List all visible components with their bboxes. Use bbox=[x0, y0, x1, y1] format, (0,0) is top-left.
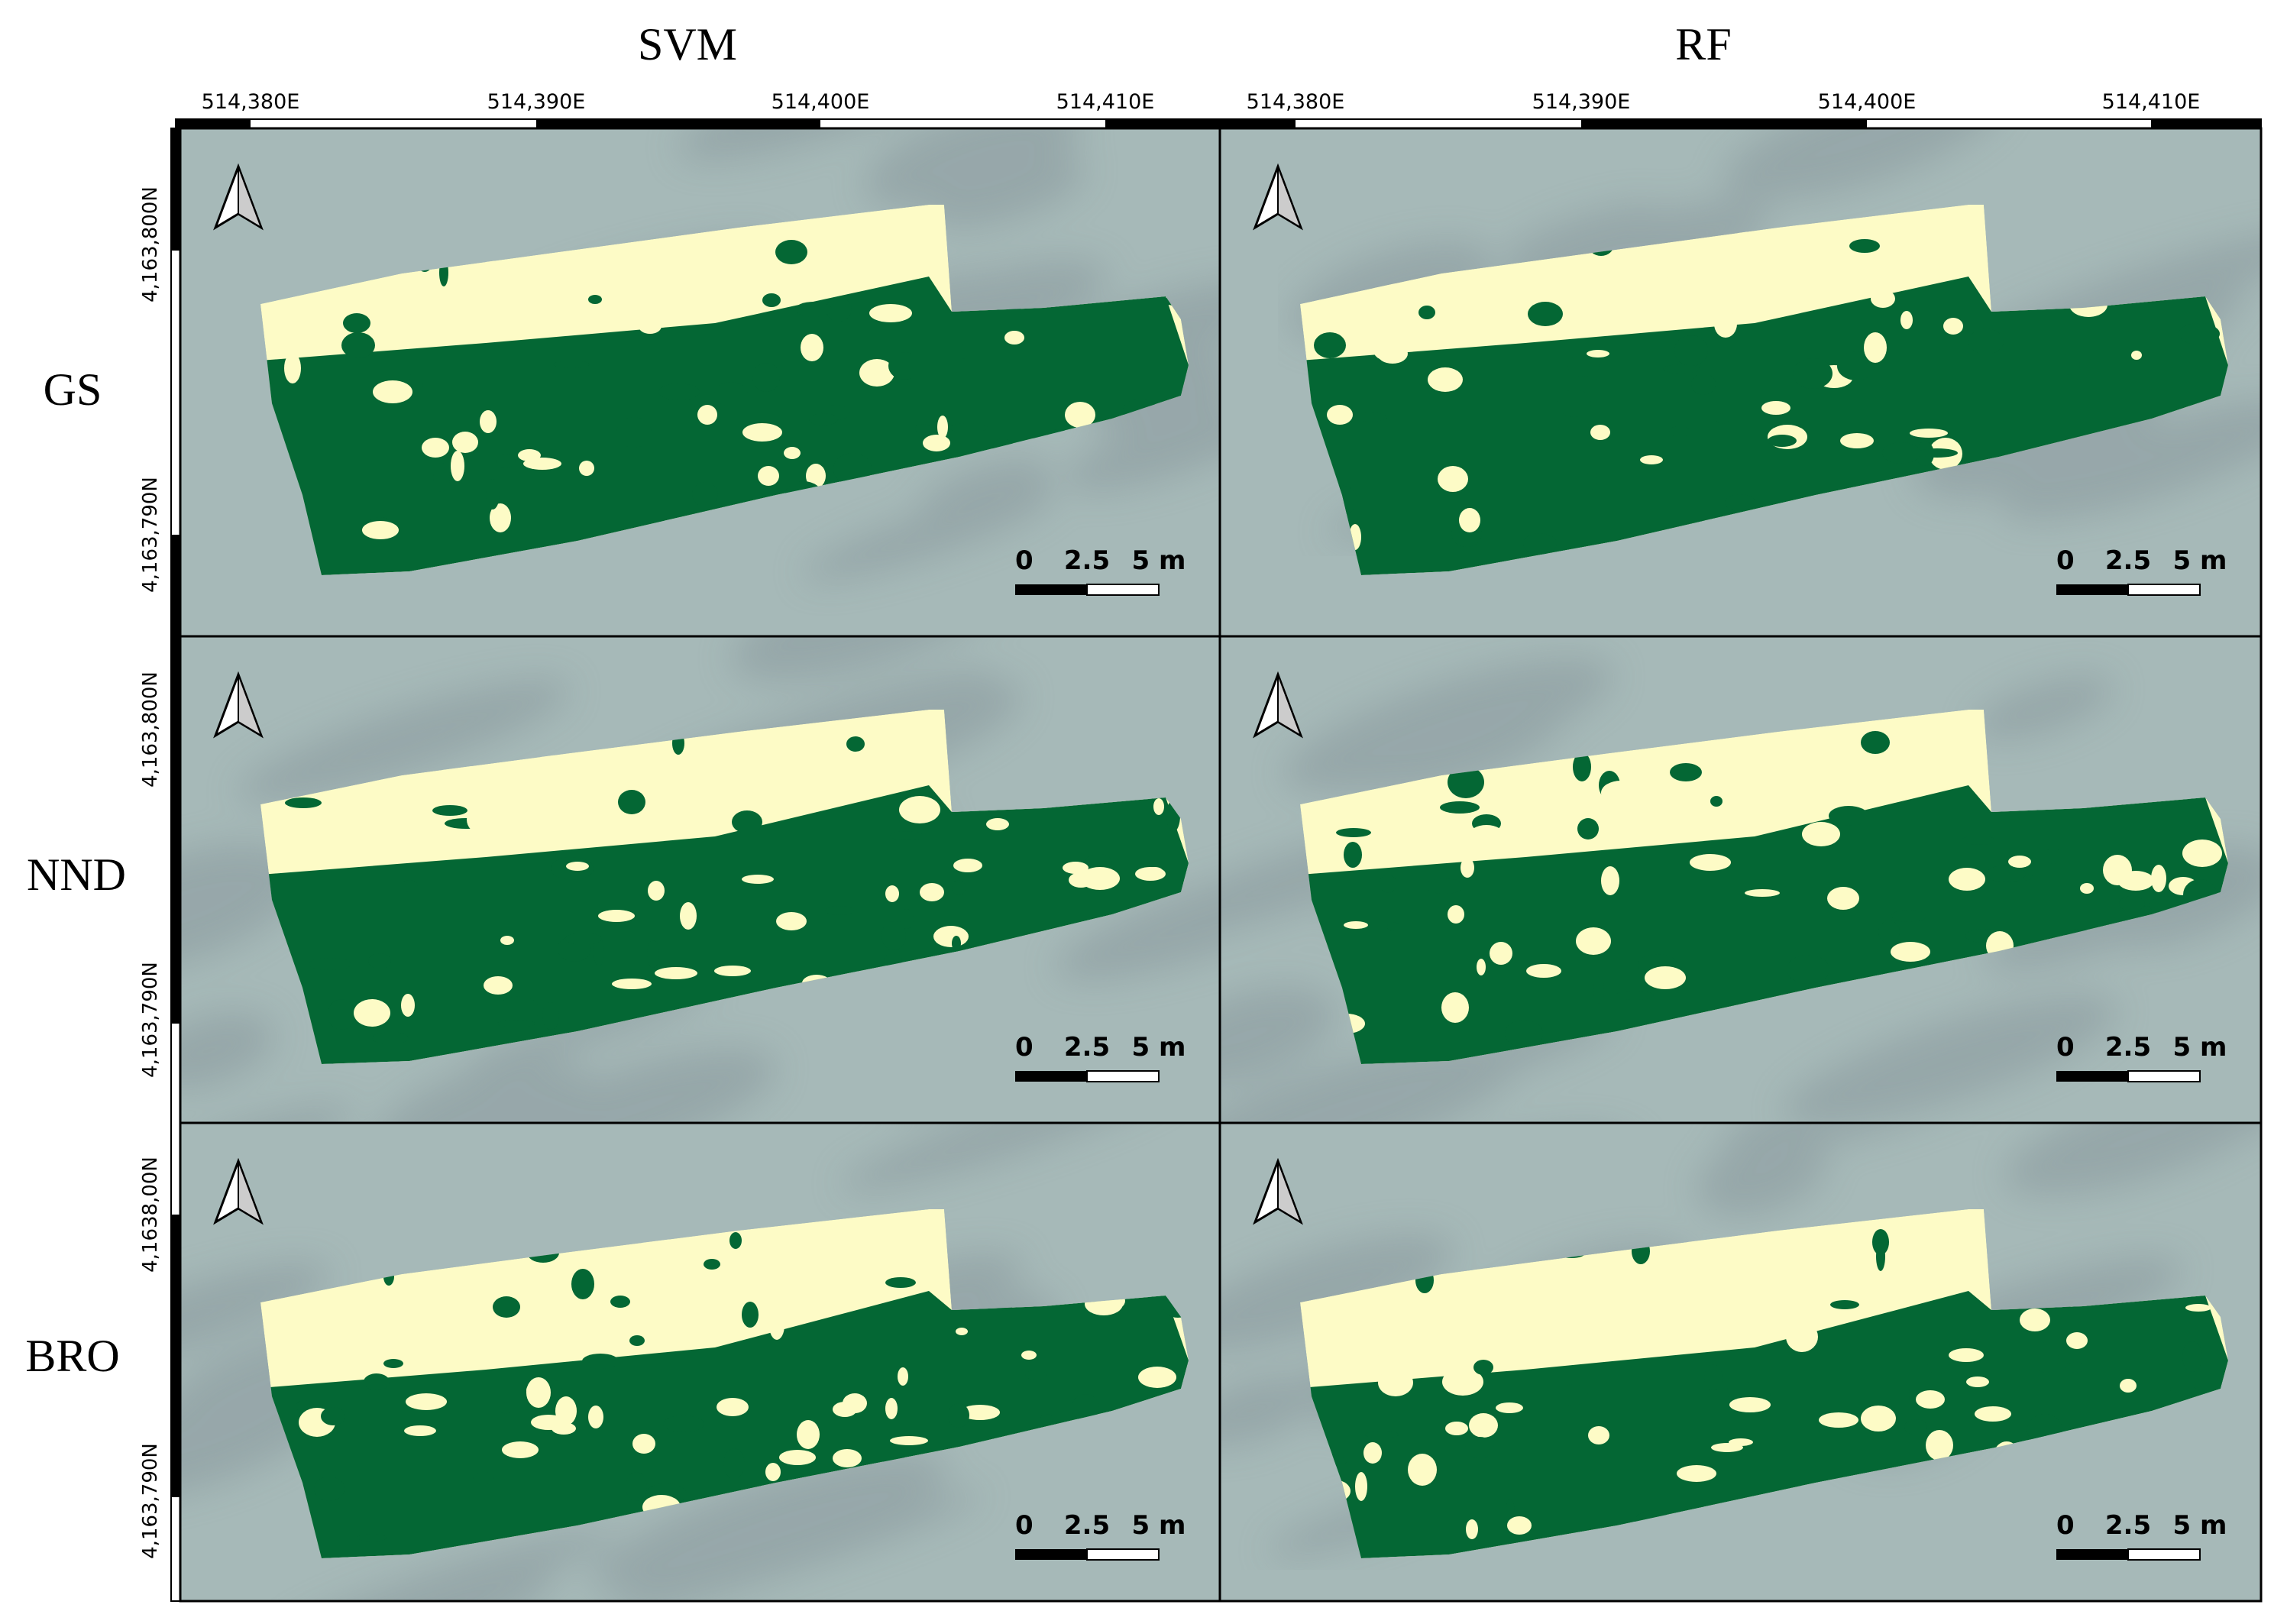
class-ground bbox=[260, 785, 1189, 1064]
scale-bar-label: 0 bbox=[2056, 1032, 2075, 1063]
class-ground bbox=[1300, 1291, 2228, 1558]
x-tick-label: 514,380E bbox=[1247, 90, 1345, 114]
column-title-rf: RF bbox=[1675, 19, 1731, 70]
map-panel-rf-gs: 0 2.5 5 m bbox=[1218, 127, 2263, 638]
classification-field bbox=[1300, 710, 2228, 1064]
row-label-gs: GS bbox=[44, 364, 102, 415]
map-panel-svm-bro: 0 2.5 5 m bbox=[179, 1121, 1221, 1603]
left-coordinate-bar bbox=[170, 128, 181, 1602]
scale-bar-label: 0 bbox=[2056, 1510, 2075, 1541]
scale-bar-label: 5 m bbox=[2173, 1510, 2227, 1541]
north-arrow-icon bbox=[213, 163, 264, 231]
scale-bar-label: 0 bbox=[2056, 545, 2075, 576]
class-ground bbox=[260, 1291, 1189, 1558]
x-tick-label: 514,400E bbox=[1818, 90, 1917, 114]
north-arrow-icon bbox=[213, 1157, 264, 1225]
north-arrow-icon bbox=[213, 671, 264, 739]
scale-bar: 0 2.5 5 m bbox=[2056, 1032, 2227, 1082]
x-tick-label: 514,380E bbox=[202, 90, 300, 114]
scale-bar-label: 2.5 bbox=[1064, 1032, 1110, 1063]
scale-bar-label: 5 m bbox=[2173, 545, 2227, 576]
scale-bar-label: 2.5 bbox=[1064, 1510, 1110, 1541]
y-tick-label: 4,163,800N bbox=[139, 671, 162, 788]
panel-frame bbox=[1218, 1121, 2263, 1603]
x-tick-label: 514,390E bbox=[487, 90, 586, 114]
row-label-bro: BRO bbox=[25, 1331, 119, 1381]
scale-bar-label: 0 bbox=[1015, 1510, 1034, 1541]
x-axis-ticks-svm: 514,380E 514,390E 514,400E 514,410E bbox=[202, 90, 1155, 114]
x-tick-label: 514,400E bbox=[771, 90, 870, 114]
x-tick-label: 514,410E bbox=[1056, 90, 1155, 114]
x-tick-label: 514,410E bbox=[2102, 90, 2201, 114]
scale-bar-label: 5 m bbox=[1132, 545, 1186, 576]
scale-bar-label: 2.5 bbox=[1064, 545, 1110, 576]
column-title-svm: SVM bbox=[638, 19, 737, 70]
y-tick-label: 4,163,790N bbox=[139, 477, 162, 593]
classification-field bbox=[260, 205, 1189, 575]
scale-bar-label: 2.5 bbox=[2105, 545, 2151, 576]
scale-bar: 0 2.5 5 m bbox=[2056, 545, 2227, 596]
map-panels: 0 2.5 5 m 0 2.5 5 m 0 2.5 5 m 0 2.5 5 m 0 2.5 5 m 0 2.5 5… bbox=[179, 127, 2263, 1603]
scale-bar-label: 2.5 bbox=[2105, 1510, 2151, 1541]
y-tick-label: 4,163,790N bbox=[139, 1443, 162, 1559]
y-tick-label: 4,163,800N bbox=[139, 186, 162, 302]
map-panel-rf-nnd: 0 2.5 5 m bbox=[1218, 635, 2263, 1124]
y-axis-ticks: 4,163,800N 4,163,790N 4,163,800N 4,163,7… bbox=[139, 186, 162, 1559]
x-tick-label: 514,390E bbox=[1532, 90, 1631, 114]
scale-bar: 0 2.5 5 m bbox=[1015, 545, 1186, 596]
class-ground bbox=[1300, 785, 2228, 1064]
scale-bar: 0 2.5 5 m bbox=[1015, 1032, 1186, 1082]
top-coordinate-bar bbox=[175, 118, 2262, 129]
scale-bar-label: 0 bbox=[1015, 1032, 1034, 1063]
map-panel-svm-nnd: 0 2.5 5 m bbox=[179, 635, 1221, 1124]
x-axis-ticks-rf: 514,380E 514,390E 514,400E 514,410E bbox=[1247, 90, 2201, 114]
scale-bar-label: 2.5 bbox=[2105, 1032, 2151, 1063]
map-panel-rf-bro: 0 2.5 5 m bbox=[1218, 1121, 2263, 1603]
map-panel-svm-gs: 0 2.5 5 m bbox=[179, 127, 1221, 638]
scale-bar-label: 5 m bbox=[2173, 1032, 2227, 1063]
y-tick-label: 4,1638,00N bbox=[139, 1157, 162, 1273]
row-label-nnd: NND bbox=[27, 849, 126, 900]
y-tick-label: 4,163,790N bbox=[139, 962, 162, 1078]
scale-bar-label: 0 bbox=[1015, 545, 1034, 576]
scale-bar: 0 2.5 5 m bbox=[1015, 1510, 1186, 1561]
scale-bar-label: 5 m bbox=[1132, 1032, 1186, 1063]
north-arrow-icon bbox=[1253, 163, 1303, 231]
scale-bar: 0 2.5 5 m bbox=[2056, 1510, 2227, 1561]
north-arrow-icon bbox=[1253, 671, 1303, 739]
scale-bar-label: 5 m bbox=[1132, 1510, 1186, 1541]
north-arrow-icon bbox=[1253, 1157, 1303, 1225]
